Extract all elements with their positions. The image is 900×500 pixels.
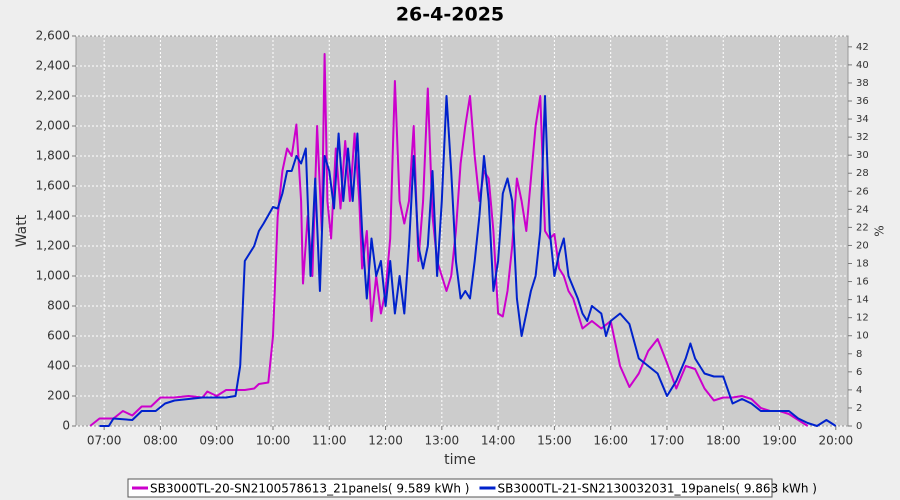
x-tick-label: 19:00 <box>762 434 797 448</box>
y2-tick-label: 24 <box>856 204 869 215</box>
y-tick-label: 0 <box>62 419 70 433</box>
y-tick-label: 1,400 <box>36 209 70 223</box>
y2-tick-label: 0 <box>856 421 862 432</box>
x-tick-label: 13:00 <box>425 434 460 448</box>
x-tick-label: 18:00 <box>706 434 741 448</box>
y-tick-label: 200 <box>47 389 70 403</box>
y-tick-label: 1,800 <box>36 149 70 163</box>
y-tick-label: 1,000 <box>36 269 70 283</box>
series-line <box>99 95 837 427</box>
x-tick-label: 10:00 <box>256 434 291 448</box>
y-tick-label: 2,600 <box>36 29 70 43</box>
x-tick-label: 16:00 <box>593 434 628 448</box>
y2-tick-label: 30 <box>856 150 869 161</box>
y2-tick-label: 16 <box>856 277 869 288</box>
chart-title: 26-4-2025 <box>396 4 504 26</box>
y-tick-label: 1,600 <box>36 179 70 193</box>
x-tick-label: 09:00 <box>199 434 234 448</box>
y2-axis-label: % <box>873 225 887 236</box>
y2-tick-label: 18 <box>856 259 869 270</box>
y-tick-label: 2,400 <box>36 59 70 73</box>
x-tick-label: 14:00 <box>481 434 516 448</box>
x-axis-label: time <box>444 452 476 468</box>
plot-area <box>75 35 849 427</box>
y2-tick-label: 4 <box>856 385 862 396</box>
x-tick-label: 17:00 <box>650 434 685 448</box>
y2-tick-label: 10 <box>856 331 869 342</box>
y-axis-label: Watt <box>14 214 30 247</box>
y-tick-label: 600 <box>47 329 70 343</box>
y2-tick-label: 38 <box>856 78 869 89</box>
y2-tick-label: 26 <box>856 186 869 197</box>
x-tick-label: 07:00 <box>87 434 122 448</box>
y2-tick-label: 40 <box>856 60 869 71</box>
y2-tick-label: 36 <box>856 96 869 107</box>
y2-tick-label: 42 <box>856 42 869 53</box>
y2-tick-label: 22 <box>856 222 869 233</box>
y-tick-label: 1,200 <box>36 239 70 253</box>
legend-label: SB3000TL-21-SN2130032031_19panels( 9.863… <box>497 482 816 496</box>
y2-tick-label: 6 <box>856 367 862 378</box>
y2-tick-label: 20 <box>856 240 869 251</box>
y-tick-label: 2,200 <box>36 89 70 103</box>
legend <box>127 478 773 498</box>
y2-tick-label: 12 <box>856 313 869 324</box>
series-line <box>89 53 809 427</box>
legend-label: SB3000TL-20-SN2100578613_21panels( 9.589… <box>150 482 469 496</box>
x-tick-label: 08:00 <box>143 434 178 448</box>
y2-tick-label: 32 <box>856 132 869 143</box>
y2-tick-label: 8 <box>856 349 862 360</box>
x-tick-label: 15:00 <box>537 434 572 448</box>
y-tick-label: 800 <box>47 299 70 313</box>
y2-tick-label: 34 <box>856 114 869 125</box>
y-tick-label: 2,000 <box>36 119 70 133</box>
y-tick-label: 400 <box>47 359 70 373</box>
x-tick-label: 11:00 <box>312 434 347 448</box>
y2-tick-label: 28 <box>856 168 869 179</box>
y2-tick-label: 2 <box>856 403 862 414</box>
y2-tick-label: 14 <box>856 295 869 306</box>
x-tick-label: 12:00 <box>368 434 403 448</box>
x-tick-label: 20:00 <box>819 434 854 448</box>
